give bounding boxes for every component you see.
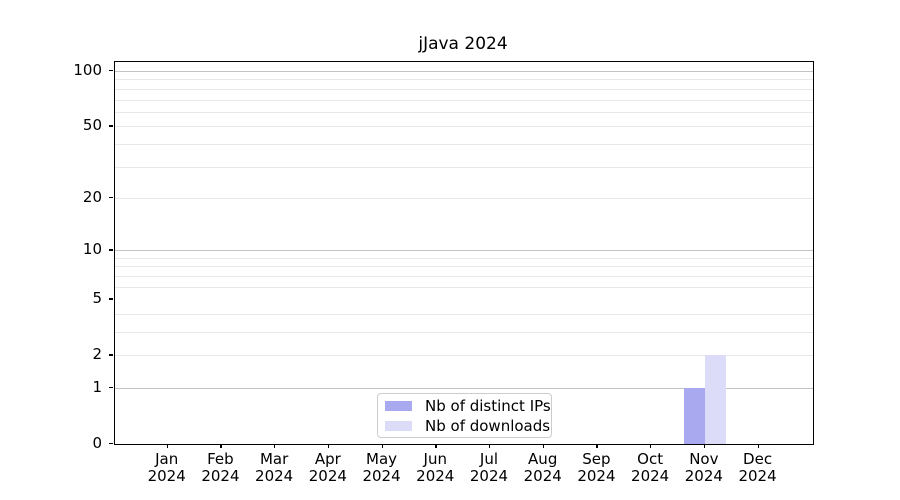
y-gridline-minor	[115, 166, 813, 168]
x-axis-month-label: May 2024	[362, 450, 401, 485]
y-gridline-minor	[115, 313, 813, 315]
x-axis-month-label: Feb 2024	[201, 450, 240, 485]
x-axis-tick	[166, 444, 168, 448]
y-axis-tick-label: 50	[82, 116, 102, 135]
y-gridline-minor	[115, 286, 813, 288]
y-axis-tick	[109, 443, 113, 445]
x-axis-tick	[435, 444, 437, 448]
x-axis-month-label: Nov 2024	[684, 450, 723, 485]
y-gridline-major	[115, 387, 813, 389]
y-axis-tick	[109, 298, 113, 300]
y-axis-tick-label: 20	[82, 187, 102, 206]
y-gridline-minor	[115, 126, 813, 128]
x-axis-month-label: Aug 2024	[523, 450, 562, 485]
y-axis-tick	[109, 386, 113, 389]
x-axis-month-label: Dec 2024	[738, 450, 777, 485]
y-gridline-minor	[115, 99, 813, 101]
y-gridline-minor	[115, 143, 813, 145]
y-gridline-minor	[115, 79, 813, 81]
x-axis-month-label: Jan 2024	[147, 450, 186, 485]
y-gridline-major	[115, 250, 813, 252]
bar-distinct-ips	[683, 387, 705, 444]
y-gridline-minor	[115, 355, 813, 357]
y-axis-tick	[109, 249, 113, 251]
legend-swatch-distinct-ips	[385, 400, 412, 411]
x-axis-tick	[381, 444, 383, 448]
legend-swatch-downloads	[385, 420, 412, 431]
y-gridline-major	[115, 71, 813, 73]
x-axis-month-label: Jul 2024	[469, 450, 509, 485]
legend-label-distinct-ips: Nb of distinct IPs	[425, 396, 551, 415]
x-axis-tick	[327, 444, 330, 448]
x-axis-tick	[757, 444, 759, 448]
y-gridline-minor	[115, 111, 813, 113]
y-axis-tick	[109, 196, 113, 199]
chart-title: jJava 2024	[418, 34, 508, 54]
x-axis-month-label: Oct 2024	[631, 450, 670, 485]
plot-area	[114, 61, 814, 445]
legend: Nb of distinct IPs Nb of downloads	[377, 393, 552, 438]
y-axis-tick-label: 0	[92, 434, 102, 452]
bar-downloads	[704, 355, 727, 444]
y-axis-tick	[109, 70, 113, 72]
x-axis-tick	[703, 444, 706, 448]
x-axis-tick	[650, 444, 652, 448]
x-axis-month-label: Apr 2024	[308, 450, 347, 485]
y-axis-tick-label: 1	[92, 377, 102, 396]
y-gridline-minor	[115, 257, 813, 259]
legend-label-downloads: Nb of downloads	[425, 416, 551, 435]
y-gridline-minor	[115, 266, 813, 268]
y-gridline-minor	[115, 331, 813, 333]
y-axis-tick-label: 2	[92, 345, 102, 364]
y-gridline-minor	[115, 197, 813, 199]
x-axis-month-label: Jun 2024	[416, 450, 455, 485]
legend-item-downloads: Nb of downloads	[385, 418, 551, 434]
y-axis-tick-label: 10	[82, 240, 102, 259]
y-axis-tick-label: 5	[92, 289, 102, 308]
y-gridline-minor	[115, 88, 813, 90]
x-axis-tick	[488, 444, 491, 448]
y-axis-tick-label: 100	[73, 61, 102, 80]
y-gridline-minor	[115, 275, 813, 277]
x-axis-month-label: Mar 2024	[255, 450, 294, 485]
y-axis-tick	[109, 354, 113, 356]
y-axis-tick	[109, 125, 113, 127]
x-axis-month-label: Sep 2024	[577, 450, 616, 485]
x-axis-tick	[542, 444, 544, 448]
legend-item-distinct-ips: Nb of distinct IPs	[385, 398, 551, 414]
x-axis-tick	[596, 444, 598, 448]
x-axis-tick	[274, 444, 276, 448]
x-axis-tick	[220, 444, 222, 448]
